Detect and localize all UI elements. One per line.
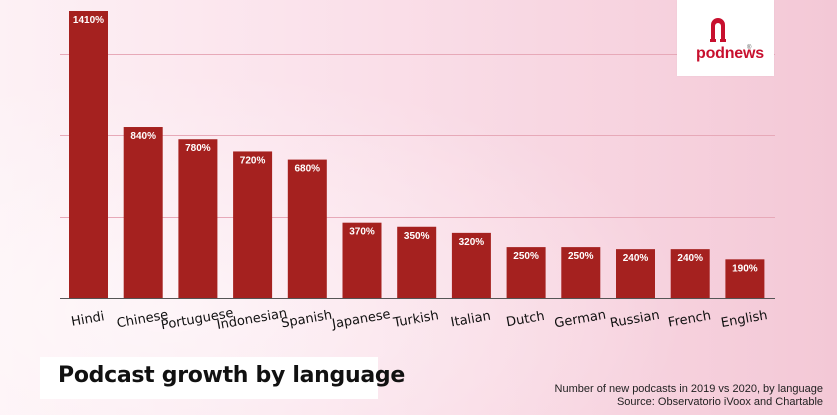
bar	[506, 247, 546, 298]
bar	[342, 222, 382, 298]
value-label: 250%	[513, 251, 539, 262]
bar-chart: 1410%Hindi840%Chinese780%Portuguese720%I…	[60, 11, 775, 333]
value-label: 190%	[732, 263, 758, 274]
chart-title: Podcast growth by language	[58, 363, 405, 388]
bar	[670, 249, 710, 298]
bar	[451, 232, 491, 298]
bar	[616, 249, 655, 298]
bar	[233, 151, 273, 298]
value-label: 720%	[240, 155, 266, 166]
category-label: French	[667, 308, 712, 330]
bar	[561, 247, 601, 298]
category-label: Russian	[609, 308, 661, 331]
category-label: Spanish	[280, 308, 333, 332]
value-label: 780%	[185, 143, 211, 154]
category-label: German	[553, 308, 607, 332]
bar	[178, 139, 218, 298]
category-label: Hindi	[70, 309, 106, 330]
value-label: 240%	[623, 253, 649, 264]
value-label: 250%	[568, 251, 594, 262]
title-panel	[40, 357, 378, 399]
bar	[287, 159, 327, 298]
source-note: Number of new podcasts in 2019 vs 2020, …	[555, 383, 823, 409]
category-label: English	[720, 308, 769, 331]
category-label: Japanese	[330, 307, 392, 332]
value-label: 370%	[349, 227, 375, 238]
category-label: Italian	[450, 309, 492, 331]
note-description: Number of new podcasts in 2019 vs 2020, …	[554, 383, 823, 395]
bar	[725, 259, 765, 298]
registered-mark: ®	[747, 45, 752, 51]
value-label: 350%	[404, 231, 430, 242]
podnews-logo[interactable]	[677, 0, 774, 76]
value-label: 1410%	[73, 15, 104, 26]
bar	[69, 11, 108, 298]
value-label: 320%	[459, 237, 485, 248]
value-label: 680%	[295, 164, 321, 175]
category-label: Turkish	[391, 308, 440, 331]
category-label: Dutch	[505, 309, 546, 330]
bar	[397, 226, 437, 298]
value-label: 240%	[677, 253, 703, 264]
bar	[123, 127, 163, 299]
note-source: Source: Observatorio iVoox and Chartable	[616, 396, 823, 408]
value-label: 840%	[130, 131, 156, 142]
podnews-logo-icon	[710, 18, 726, 42]
podnews-logo-text: podnews	[696, 45, 764, 62]
